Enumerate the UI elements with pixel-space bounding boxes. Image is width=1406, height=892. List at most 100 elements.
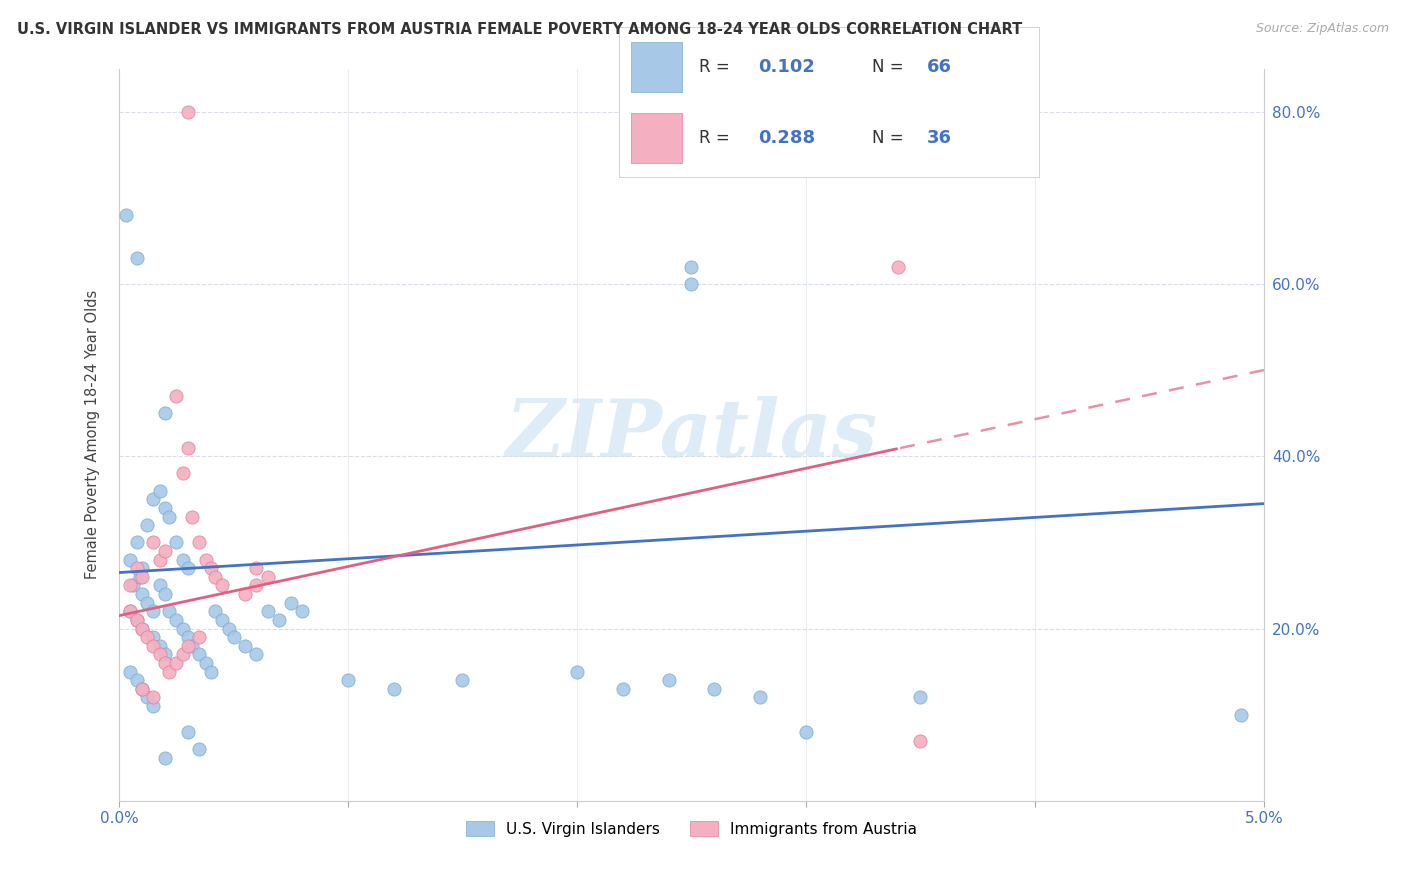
Point [195, 552, 218, 566]
Point [153, 587, 176, 601]
Point [1230, 707, 1253, 722]
Point [142, 690, 165, 705]
Point [142, 492, 165, 507]
Point [120, 578, 142, 592]
Point [233, 639, 256, 653]
Point [131, 570, 153, 584]
Point [153, 656, 176, 670]
Point [165, 656, 187, 670]
Point [703, 681, 725, 696]
Text: R =: R = [699, 58, 735, 76]
Point [127, 561, 149, 575]
Point [177, 630, 200, 644]
Point [172, 648, 194, 662]
Point [121, 578, 143, 592]
Text: 0.288: 0.288 [758, 129, 815, 147]
Point [658, 673, 681, 688]
Point [177, 725, 200, 739]
Point [177, 104, 200, 119]
Text: N =: N = [872, 129, 908, 147]
Point [257, 570, 280, 584]
Point [149, 483, 172, 498]
Point [910, 733, 932, 747]
Point [681, 277, 703, 291]
Point [135, 630, 157, 644]
Point [153, 500, 176, 515]
Point [157, 604, 180, 618]
FancyBboxPatch shape [619, 27, 1040, 178]
Point [245, 648, 267, 662]
Text: 66: 66 [927, 58, 952, 76]
Point [135, 596, 157, 610]
Point [131, 622, 153, 636]
Point [149, 552, 172, 566]
Point [910, 690, 932, 705]
Point [142, 639, 165, 653]
Point [165, 389, 187, 403]
Point [120, 604, 142, 618]
Y-axis label: Female Poverty Among 18-24 Year Olds: Female Poverty Among 18-24 Year Olds [86, 290, 100, 579]
Point [127, 613, 149, 627]
Point [142, 699, 165, 714]
Point [612, 681, 634, 696]
Point [291, 604, 314, 618]
Text: ZIPatlas: ZIPatlas [505, 396, 877, 474]
Point [188, 648, 211, 662]
Text: N =: N = [872, 58, 908, 76]
Point [153, 751, 176, 765]
Point [153, 648, 176, 662]
Point [382, 681, 405, 696]
Point [165, 535, 187, 549]
Point [149, 648, 172, 662]
Point [131, 681, 153, 696]
Legend: U.S. Virgin Islanders, Immigrants from Austria: U.S. Virgin Islanders, Immigrants from A… [458, 814, 925, 845]
Point [204, 604, 226, 618]
Point [181, 639, 204, 653]
Point [149, 578, 172, 592]
Text: 0.102: 0.102 [758, 58, 814, 76]
Point [211, 578, 233, 592]
Point [128, 570, 150, 584]
Point [127, 673, 149, 688]
Point [195, 656, 218, 670]
Point [211, 613, 233, 627]
Point [142, 535, 165, 549]
Point [681, 260, 703, 274]
Point [142, 604, 165, 618]
Point [222, 630, 245, 644]
Point [233, 587, 256, 601]
Point [127, 613, 149, 627]
Point [257, 604, 280, 618]
Point [131, 561, 153, 575]
Point [177, 441, 200, 455]
Point [135, 690, 157, 705]
Point [127, 535, 149, 549]
Point [142, 630, 165, 644]
Point [153, 406, 176, 420]
Point [153, 544, 176, 558]
Point [135, 518, 157, 533]
Point [165, 613, 187, 627]
Point [200, 665, 222, 679]
Point [115, 208, 138, 222]
Point [172, 622, 194, 636]
Point [794, 725, 817, 739]
Point [565, 665, 588, 679]
Point [200, 561, 222, 575]
Point [188, 535, 211, 549]
Point [188, 630, 211, 644]
Point [269, 613, 291, 627]
Point [280, 596, 302, 610]
Point [131, 681, 153, 696]
Text: U.S. VIRGIN ISLANDER VS IMMIGRANTS FROM AUSTRIA FEMALE POVERTY AMONG 18-24 YEAR : U.S. VIRGIN ISLANDER VS IMMIGRANTS FROM … [17, 22, 1022, 37]
FancyBboxPatch shape [631, 113, 682, 163]
Point [172, 467, 194, 481]
Point [245, 578, 267, 592]
Point [177, 561, 200, 575]
Point [120, 665, 142, 679]
Point [181, 509, 204, 524]
Point [120, 552, 142, 566]
Point [157, 509, 180, 524]
Point [120, 604, 142, 618]
Point [172, 552, 194, 566]
